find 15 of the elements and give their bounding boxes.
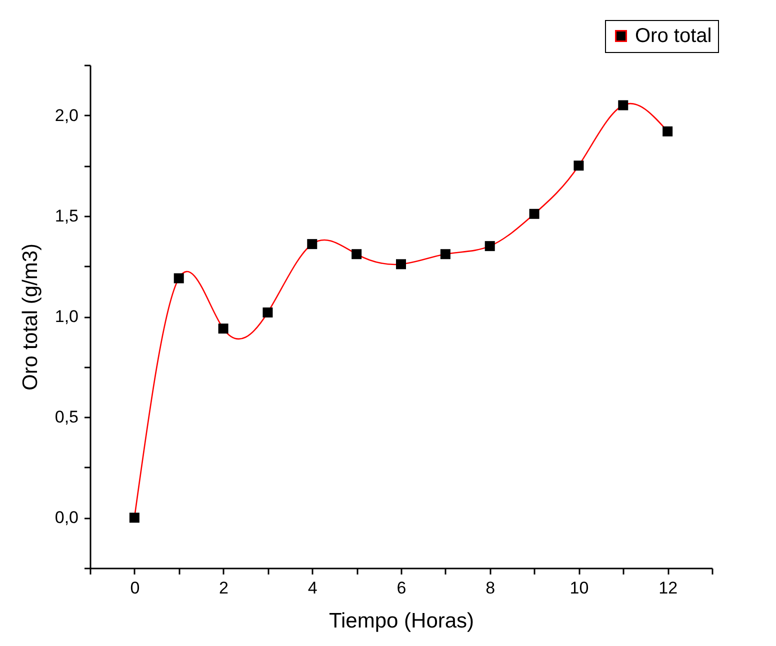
y-tick-label: 0,5: [54, 408, 78, 427]
x-tick-label: 12: [658, 578, 678, 598]
x-tick-label: 2: [219, 578, 229, 598]
x-tick-label: 8: [486, 578, 496, 598]
y-tick-label: 1,0: [54, 307, 78, 326]
x-tick-label: 0: [130, 578, 140, 598]
y-tick-label: 1,5: [54, 206, 78, 226]
y-axis-title: Oro total (g/m3): [18, 243, 42, 391]
y-tick-label: 0,0: [54, 508, 78, 528]
x-axis-title: Tiempo (Horas): [328, 610, 474, 632]
x-tick-label: 6: [396, 578, 406, 598]
y-tick-label: 2,0: [54, 106, 78, 125]
x-tick-label: 4: [308, 578, 318, 598]
legend-label: Oro total: [635, 25, 712, 47]
x-tick-label: 10: [570, 578, 589, 598]
